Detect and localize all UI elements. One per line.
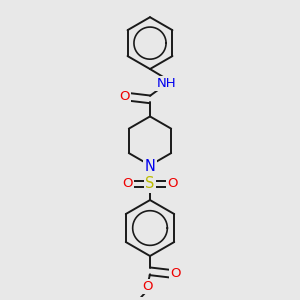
Text: O: O: [142, 280, 153, 293]
Text: O: O: [123, 177, 133, 190]
Text: S: S: [145, 176, 155, 191]
Text: NH: NH: [156, 77, 176, 90]
Text: O: O: [170, 267, 181, 280]
Text: N: N: [145, 159, 155, 174]
Text: O: O: [167, 177, 177, 190]
Text: O: O: [119, 91, 130, 103]
